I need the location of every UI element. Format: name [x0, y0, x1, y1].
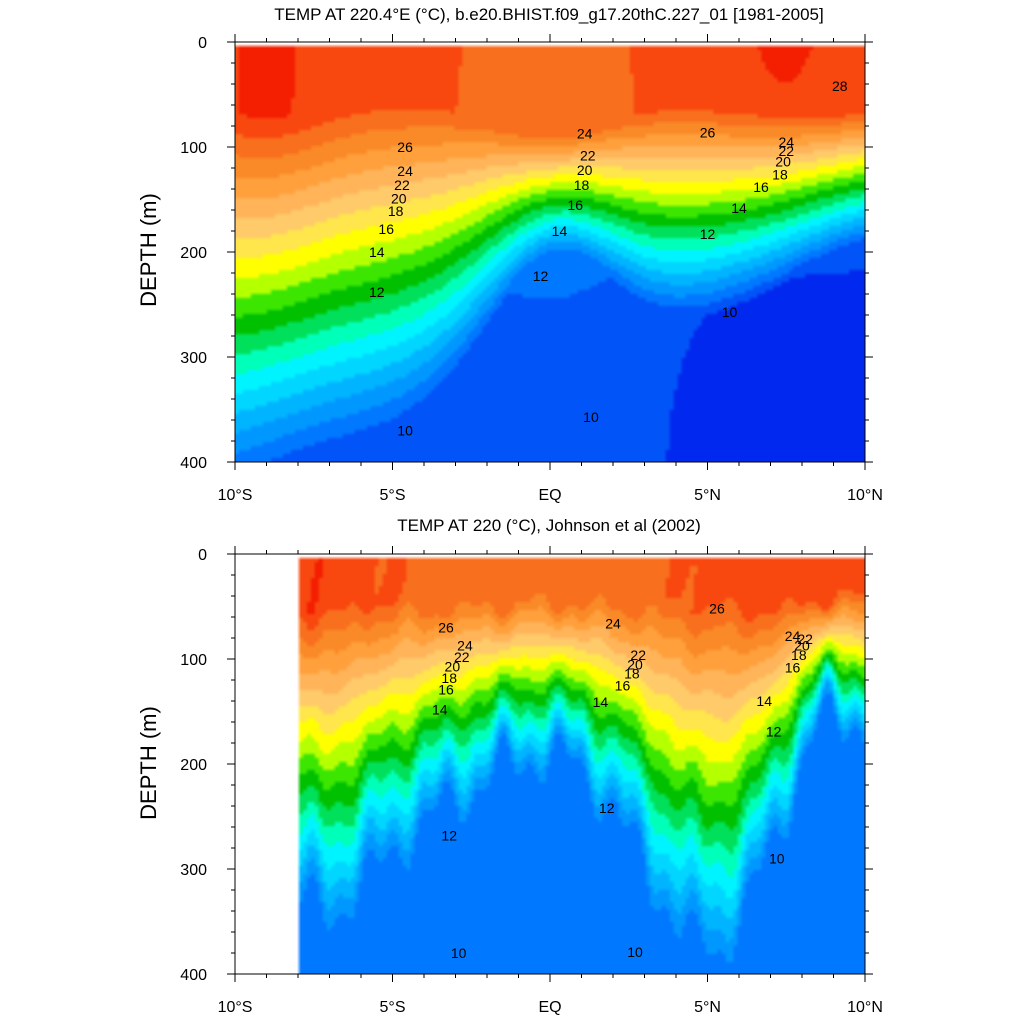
contour-label: 14	[552, 223, 568, 239]
contour-label: 18	[772, 166, 788, 182]
contour-label: 14	[756, 693, 772, 709]
contour-label: 12	[441, 827, 457, 843]
contour-label: 12	[533, 268, 549, 284]
contour-label: 18	[574, 177, 590, 193]
contour-label: 26	[700, 124, 716, 140]
contour-label: 18	[388, 203, 404, 219]
y-tick-label: 100	[180, 652, 207, 669]
contour-label: 14	[593, 694, 609, 710]
contour-label: 24	[397, 163, 413, 179]
y-tick-label: 0	[198, 547, 207, 564]
contour-label: 22	[454, 649, 470, 665]
contour-label: 22	[797, 631, 813, 647]
x-tick-label: 10°S	[218, 487, 253, 504]
x-tick-label: 5°S	[380, 999, 406, 1016]
contour-label: 12	[766, 723, 782, 739]
contour-label: 18	[441, 670, 457, 686]
contour-label: 20	[391, 190, 407, 206]
contour-label: 22	[580, 147, 596, 163]
x-tick-label: 5°S	[380, 487, 406, 504]
contour-label: 10	[627, 944, 643, 960]
contour-label: 10	[722, 304, 738, 320]
x-tick-label: 5°N	[694, 487, 721, 504]
chart-title: TEMP AT 220.4°E (°C), b.e20.BHIST.f09_g1…	[274, 5, 823, 24]
contour-label: 10	[397, 423, 413, 439]
contour-label: 26	[397, 139, 413, 155]
y-tick-label: 300	[180, 350, 207, 367]
contour-label: 14	[369, 244, 385, 260]
contour-label: 26	[438, 620, 454, 636]
panel-model: TEMP AT 220.4°E (°C), b.e20.BHIST.f09_g1…	[136, 5, 883, 504]
contour-label: 16	[567, 197, 583, 213]
contour-label: 24	[778, 134, 794, 150]
contour-label: 16	[438, 681, 454, 697]
x-tick-label: 5°N	[694, 999, 721, 1016]
contour-label: 18	[791, 647, 807, 663]
contour-label: 16	[378, 221, 394, 237]
contour-label: 20	[794, 637, 810, 653]
contour-label: 26	[709, 601, 725, 617]
temperature-field	[235, 554, 865, 974]
contour-label: 28	[832, 78, 848, 94]
temperature-field	[235, 42, 865, 462]
y-tick-label: 400	[180, 455, 207, 472]
contour-label: 24	[457, 637, 473, 653]
contour-label: 12	[599, 800, 615, 816]
contour-label: 24	[785, 628, 801, 644]
contour-label: 10	[451, 945, 467, 961]
contour-label: 22	[394, 177, 410, 193]
x-tick-label: 10°N	[847, 487, 883, 504]
x-tick-label: 10°N	[847, 999, 883, 1016]
contour-label: 14	[432, 701, 448, 717]
contour-label: 10	[769, 851, 785, 867]
contour-label: 20	[445, 658, 461, 674]
y-tick-label: 300	[180, 862, 207, 879]
x-tick-label: 10°S	[218, 999, 253, 1016]
contour-label: 14	[731, 200, 747, 216]
y-tick-label: 200	[180, 245, 207, 262]
x-tick-label: EQ	[538, 999, 561, 1016]
contour-label: 20	[775, 154, 791, 170]
contour-label: 12	[700, 226, 716, 242]
y-axis-label: DEPTH (m)	[136, 706, 161, 820]
contour-label: 16	[785, 659, 801, 675]
contour-label: 24	[577, 125, 593, 141]
chart-title: TEMP AT 220 (°C), Johnson et al (2002)	[397, 516, 701, 535]
contour-label: 22	[630, 647, 646, 663]
contour-label: 24	[605, 615, 621, 631]
contour-label: 20	[627, 656, 643, 672]
y-tick-label: 200	[180, 757, 207, 774]
panel-observations: TEMP AT 220 (°C), Johnson et al (2002) D…	[136, 516, 883, 1016]
y-axis-label: DEPTH (m)	[136, 193, 161, 307]
contour-label: 10	[583, 409, 599, 425]
contour-label: 18	[624, 666, 640, 682]
contour-label: 16	[615, 677, 631, 693]
y-tick-label: 400	[180, 967, 207, 984]
x-tick-label: EQ	[538, 487, 561, 504]
contour-label: 20	[577, 162, 593, 178]
y-tick-label: 100	[180, 140, 207, 157]
y-tick-label: 0	[198, 35, 207, 52]
contour-label: 16	[753, 179, 769, 195]
contour-label: 12	[369, 284, 385, 300]
contour-label: 22	[778, 143, 794, 159]
